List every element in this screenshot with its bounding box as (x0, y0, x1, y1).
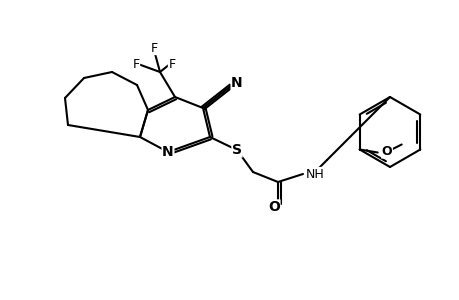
Text: S: S (231, 143, 241, 157)
Text: F: F (132, 58, 139, 70)
Text: N: N (231, 76, 242, 90)
Text: NH: NH (305, 167, 324, 181)
Text: O: O (268, 200, 280, 214)
Text: O: O (381, 145, 392, 158)
Text: N: N (162, 145, 174, 159)
Text: F: F (150, 41, 157, 55)
Text: F: F (168, 58, 175, 70)
